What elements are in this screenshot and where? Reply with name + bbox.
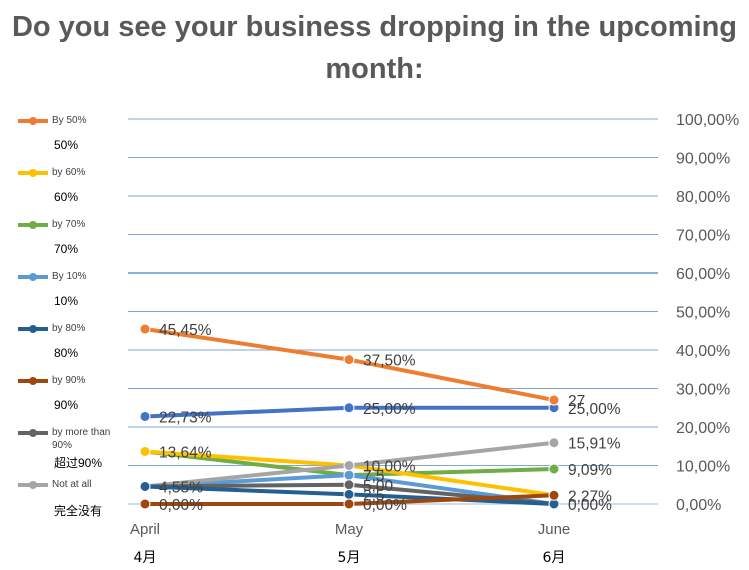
- x-tick-label: April: [130, 521, 160, 538]
- data-label: 4,55%: [159, 479, 203, 496]
- y-tick-label: 0,00%: [676, 497, 721, 514]
- data-point: [343, 460, 355, 471]
- data-point: [548, 463, 560, 475]
- y-axis-tick-labels: 0,00% 10,00% 20,00% 30,00% 40,00% 50,00% 60,00…: [676, 112, 739, 514]
- gridlines: [128, 118, 658, 505]
- y-tick-label: 10,00%: [676, 459, 730, 476]
- data-point: [139, 498, 151, 510]
- data-label: 0,00%: [159, 497, 203, 514]
- legend-swatch: [18, 429, 48, 437]
- chart-title: Do you see your business dropping in the…: [11, 11, 738, 85]
- data-label: 25,00%: [363, 401, 416, 418]
- legend-label: by 70%: [52, 219, 86, 230]
- data-label: 15,91%: [568, 436, 621, 453]
- y-tick-label: 60,00%: [676, 266, 730, 283]
- data-point: [139, 480, 151, 492]
- data-point: [548, 394, 560, 406]
- legend-swatch: [18, 325, 48, 333]
- data-label: 13,64%: [159, 444, 212, 461]
- data-label: 45,45%: [159, 322, 212, 339]
- data-point: [343, 479, 355, 491]
- legend-label: by more than 90%: [52, 427, 111, 451]
- y-tick-label: 20,00%: [676, 420, 730, 437]
- data-label: 0,00%: [568, 497, 612, 514]
- legend: By 50% 50% by 60% 60% by 70% 70% By 10% 10% by 8…: [18, 114, 130, 530]
- legend-swatch: [18, 221, 48, 229]
- legend-sublabel: 70%: [54, 242, 79, 256]
- legend-sublabel: 80%: [54, 346, 79, 360]
- data-label: 0,00%: [363, 497, 407, 514]
- legend-label: By 10%: [52, 271, 87, 282]
- legend-sublabel: 90%: [54, 398, 79, 412]
- legend-sublabel: 50%: [54, 138, 79, 152]
- data-point: [139, 323, 151, 335]
- legend-sublabel: 60%: [54, 190, 79, 204]
- data-label: 9,09%: [568, 462, 612, 479]
- data-label: 5,00: [363, 478, 394, 495]
- legend-label: by 60%: [52, 167, 86, 178]
- y-tick-label: 90,00%: [676, 151, 730, 168]
- x-tick-label-zh: 6月: [543, 550, 566, 566]
- data-point: [343, 469, 355, 481]
- data-label: 2,27%: [568, 488, 612, 505]
- y-tick-label: 40,00%: [676, 343, 730, 360]
- data-point: [139, 445, 151, 457]
- x-axis-tick-labels: April 4月 May 5月 June 6月: [130, 521, 570, 566]
- legend-swatch: [18, 169, 48, 177]
- legend-item: By 50% 50%: [18, 114, 130, 166]
- x-tick-label: May: [335, 521, 364, 538]
- legend-item: By 10% 10%: [18, 270, 130, 322]
- data-point: [548, 437, 560, 449]
- legend-sublabel: 完全没有: [54, 504, 103, 518]
- y-tick-label: 50,00%: [676, 305, 730, 322]
- legend-sublabel: 10%: [54, 294, 79, 308]
- legend-swatch: [18, 481, 48, 489]
- legend-item: by 60% 60%: [18, 166, 130, 218]
- legend-swatch: [18, 377, 48, 385]
- data-label: 27: [568, 393, 585, 410]
- x-tick-label: June: [538, 521, 571, 538]
- legend-label: by 80%: [52, 323, 86, 334]
- data-label: 22,73%: [159, 409, 212, 426]
- data-label: 7,5: [363, 468, 385, 485]
- legend-swatch: [18, 273, 48, 281]
- data-point: [548, 489, 560, 501]
- data-label: 37,50%: [363, 353, 416, 370]
- data-label: 25,00%: [568, 401, 621, 418]
- data-point: [343, 498, 355, 510]
- y-tick-label: 30,00%: [676, 382, 730, 399]
- data-point: [343, 354, 355, 366]
- data-point: [343, 402, 355, 414]
- y-tick-label: 100,00%: [676, 112, 739, 129]
- legend-item: by 90% 90%: [18, 374, 130, 426]
- data-point: [139, 410, 151, 422]
- legend-label: By 50%: [52, 115, 87, 126]
- y-tick-label: 70,00%: [676, 228, 730, 245]
- data-label: 10,00%: [363, 459, 416, 476]
- y-tick-label: 80,00%: [676, 189, 730, 206]
- data-label: 2,5: [363, 487, 385, 504]
- legend-item: Not at all 完全没有: [18, 478, 130, 530]
- legend-label: by 90%: [52, 375, 86, 386]
- legend-item: by more than 90% 超过90%: [18, 426, 130, 478]
- x-tick-label-zh: 5月: [338, 550, 361, 566]
- legend-label: Not at all: [52, 479, 92, 490]
- legend-swatch: [18, 117, 48, 125]
- legend-sublabel: 超过90%: [54, 456, 103, 470]
- data-point: [343, 488, 355, 500]
- legend-item: by 70% 70%: [18, 218, 130, 270]
- legend-item: by 80% 80%: [18, 322, 130, 374]
- x-tick-label-zh: 4月: [134, 550, 157, 566]
- series-lines: [139, 323, 560, 510]
